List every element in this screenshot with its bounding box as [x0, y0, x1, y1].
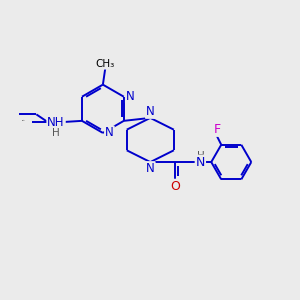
Text: N: N — [146, 105, 155, 118]
Text: CH₃: CH₃ — [96, 59, 115, 69]
Text: ethyl: ethyl — [22, 120, 26, 122]
Text: N: N — [196, 156, 205, 169]
Text: H: H — [52, 128, 60, 138]
Text: N: N — [105, 126, 114, 140]
Text: N: N — [146, 162, 155, 175]
Text: NH: NH — [47, 116, 65, 129]
Text: O: O — [170, 180, 180, 193]
Text: F: F — [213, 123, 220, 136]
Text: N: N — [126, 90, 135, 103]
Text: H: H — [197, 151, 205, 160]
